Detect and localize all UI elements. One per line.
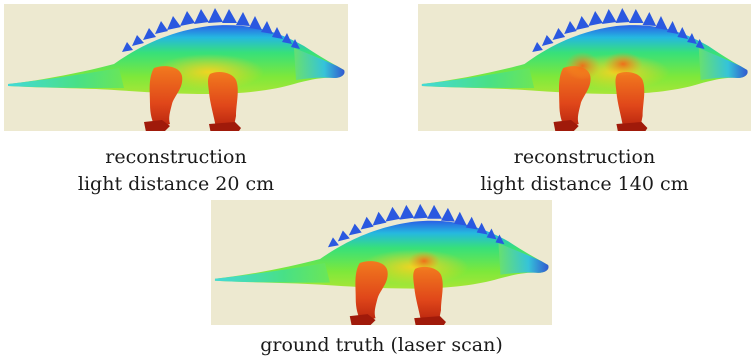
- dinosaur-depth-map: [418, 4, 751, 131]
- caption-line-1: ground truth (laser scan): [211, 332, 552, 359]
- reconstruction-140cm-image: [418, 4, 751, 131]
- caption-ground-truth: ground truth (laser scan): [211, 332, 552, 359]
- ground-truth-image: [211, 200, 552, 325]
- dinosaur-depth-map: [4, 4, 348, 131]
- caption-line-2: light distance 140 cm: [418, 171, 751, 198]
- caption-line-2: light distance 20 cm: [4, 171, 348, 198]
- caption-line-1: reconstruction: [418, 144, 751, 171]
- caption-reconstruction-20cm: reconstruction light distance 20 cm: [4, 144, 348, 198]
- reconstruction-20cm-image: [4, 4, 348, 131]
- caption-reconstruction-140cm: reconstruction light distance 140 cm: [418, 144, 751, 198]
- dinosaur-depth-map: [211, 200, 552, 325]
- caption-line-1: reconstruction: [4, 144, 348, 171]
